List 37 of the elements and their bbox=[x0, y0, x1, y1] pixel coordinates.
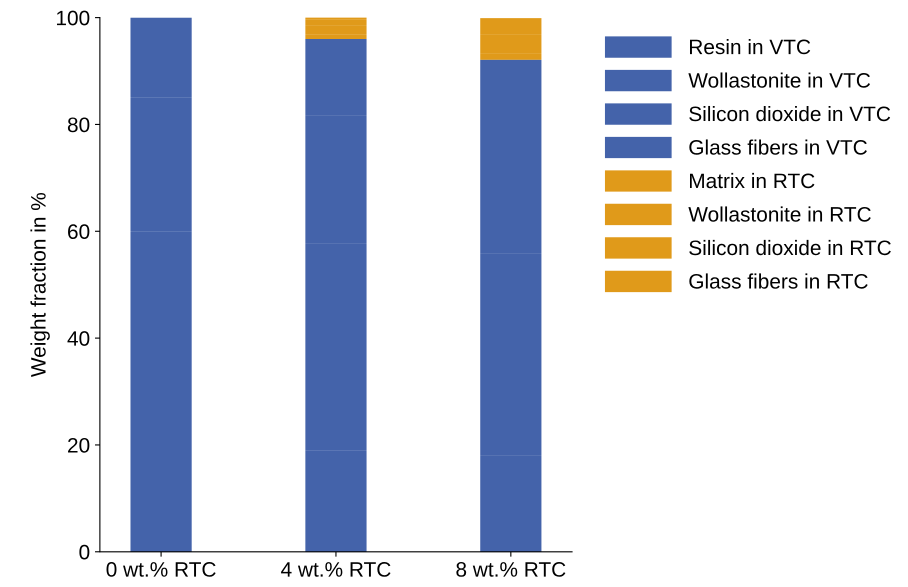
bar bbox=[480, 53, 542, 60]
bar bbox=[305, 34, 367, 39]
bar bbox=[130, 231, 192, 445]
bar bbox=[305, 244, 367, 450]
legend-label: Wollastonite in RTC bbox=[688, 206, 871, 222]
bar bbox=[480, 24, 542, 34]
legend-label: Wollastonite in VTC bbox=[688, 72, 870, 88]
y-tick-label: 60 bbox=[68, 224, 90, 240]
legend-label: Glass fibers in RTC bbox=[689, 273, 868, 289]
bar bbox=[130, 18, 192, 98]
x-tick-label: 4 wt.% RTC bbox=[281, 562, 391, 577]
legend-label: Silicon dioxide in RTC bbox=[689, 240, 891, 256]
bar bbox=[480, 34, 542, 54]
x-tick-label: 0 wt.% RTC bbox=[106, 562, 216, 577]
y-tick-label: 80 bbox=[68, 117, 90, 132]
y-axis-title: Weight fraction in % bbox=[30, 192, 50, 378]
y-tick-label: 20 bbox=[68, 438, 90, 453]
legend-label: Glass fibers in VTC bbox=[689, 139, 867, 155]
bar bbox=[480, 456, 542, 552]
bar bbox=[305, 20, 367, 26]
bar bbox=[480, 60, 542, 132]
bar bbox=[480, 253, 542, 456]
legend-label: Resin in VTC bbox=[690, 38, 810, 54]
bar bbox=[480, 18, 542, 24]
bar bbox=[305, 25, 367, 35]
y-tick-label: 100 bbox=[56, 10, 90, 26]
y-tick-label: 0 bbox=[79, 544, 90, 560]
legend-label: Matrix in RTC bbox=[690, 172, 814, 188]
bar bbox=[480, 132, 542, 254]
bar bbox=[305, 38, 367, 116]
bar bbox=[130, 98, 192, 232]
y-tick-label: 40 bbox=[67, 331, 90, 346]
bar bbox=[130, 444, 192, 552]
bar bbox=[305, 450, 367, 552]
legend-label: Silicon dioxide in VTC bbox=[689, 106, 890, 122]
x-tick-label: 8 wt.% RTC bbox=[456, 562, 566, 577]
bar bbox=[305, 115, 367, 244]
